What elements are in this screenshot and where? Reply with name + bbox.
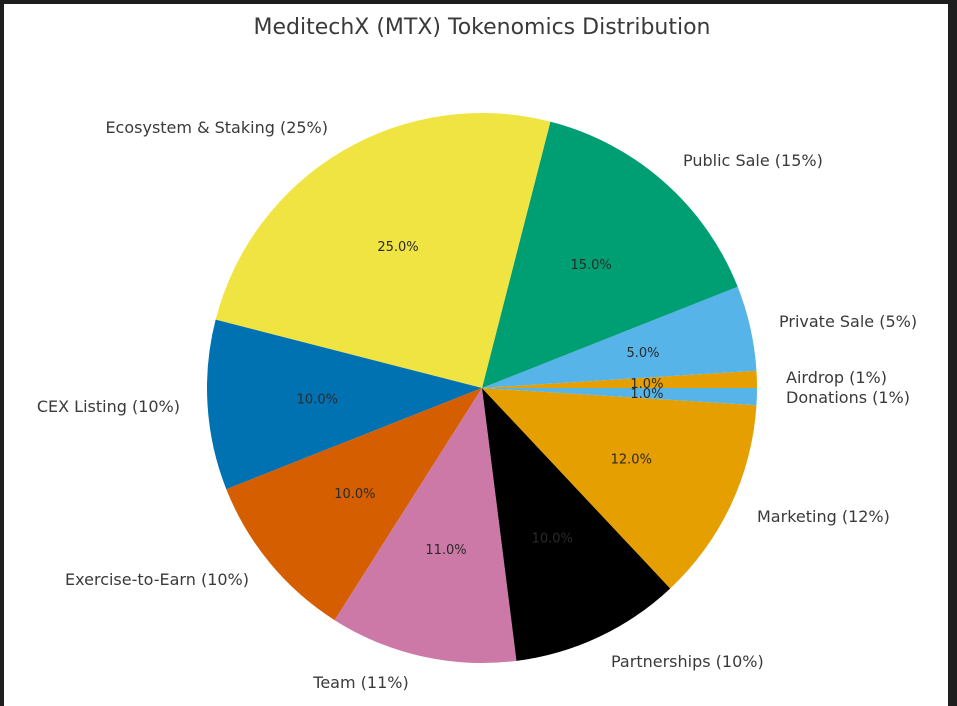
slice-category-label: Team (11%)	[312, 673, 408, 692]
chart-title: MeditechX (MTX) Tokenomics Distribution	[253, 15, 710, 40]
slice-labels: 1.0% Airdrop (1%) 5.0% Private Sale (5%) 15.…	[37, 118, 917, 692]
pie-slice-private-sale	[482, 286, 757, 388]
slice-category-label: Donations (1%)	[786, 388, 910, 407]
slice-percent-label: 12.0%	[611, 452, 652, 467]
slice-category-label: Airdrop (1%)	[786, 368, 887, 387]
pie-chart: MeditechX (MTX) Tokenomics Distribution …	[37, 15, 917, 692]
slice-percent-label: 10.0%	[297, 392, 338, 407]
slice-percent-label: 10.0%	[334, 487, 375, 502]
slice-category-label: Partnerships (10%)	[611, 652, 764, 671]
pie-slice-airdrop	[482, 370, 757, 388]
slice-percent-label: 10.0%	[532, 531, 573, 546]
pie-slice-marketing	[482, 388, 757, 589]
pie-slice-partnerships	[482, 388, 671, 661]
pie-slice-team	[334, 388, 517, 663]
slice-category-label: Private Sale (5%)	[779, 312, 917, 331]
slice-percent-label: 11.0%	[425, 543, 466, 558]
slice-percent-label: 15.0%	[570, 258, 611, 273]
slice-category-label: Exercise-to-Earn (10%)	[65, 570, 249, 589]
pie-slices	[207, 113, 757, 663]
chart-canvas: MeditechX (MTX) Tokenomics Distribution …	[4, 4, 948, 706]
slice-percent-label: 5.0%	[627, 346, 660, 361]
slice-percent-label: 1.0%	[630, 377, 663, 392]
slice-category-label: Public Sale (15%)	[683, 151, 823, 170]
slice-category-label: Ecosystem & Staking (25%)	[105, 118, 328, 137]
pie-slice-cex-listing	[207, 319, 483, 490]
pie-slice-ecosystem-staking	[215, 113, 551, 389]
slice-percent-label: 1.0%	[630, 387, 663, 402]
pie-slice-public-sale	[482, 121, 738, 388]
slice-category-label: CEX Listing (10%)	[37, 397, 180, 416]
pie-slice-exercise-to-earn	[226, 388, 482, 621]
slice-category-label: Marketing (12%)	[757, 507, 890, 526]
pie-slice-donations	[482, 388, 757, 406]
slice-percent-label: 25.0%	[377, 240, 418, 255]
